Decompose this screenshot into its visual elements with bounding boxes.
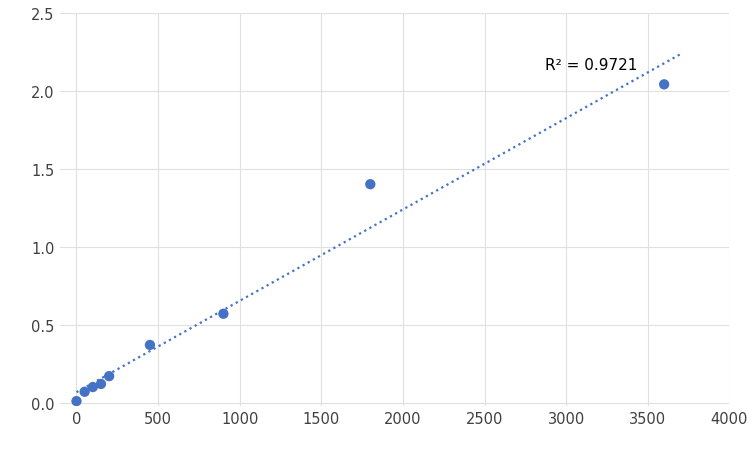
Point [103,373,115,380]
Point [144,341,156,349]
Point [364,181,376,189]
Point [658,82,670,89]
Point [95,381,107,388]
Point [86,384,99,391]
Point [79,388,91,396]
Text: R² = 0.9721: R² = 0.9721 [545,57,638,73]
Point [71,398,83,405]
Point [217,310,229,318]
